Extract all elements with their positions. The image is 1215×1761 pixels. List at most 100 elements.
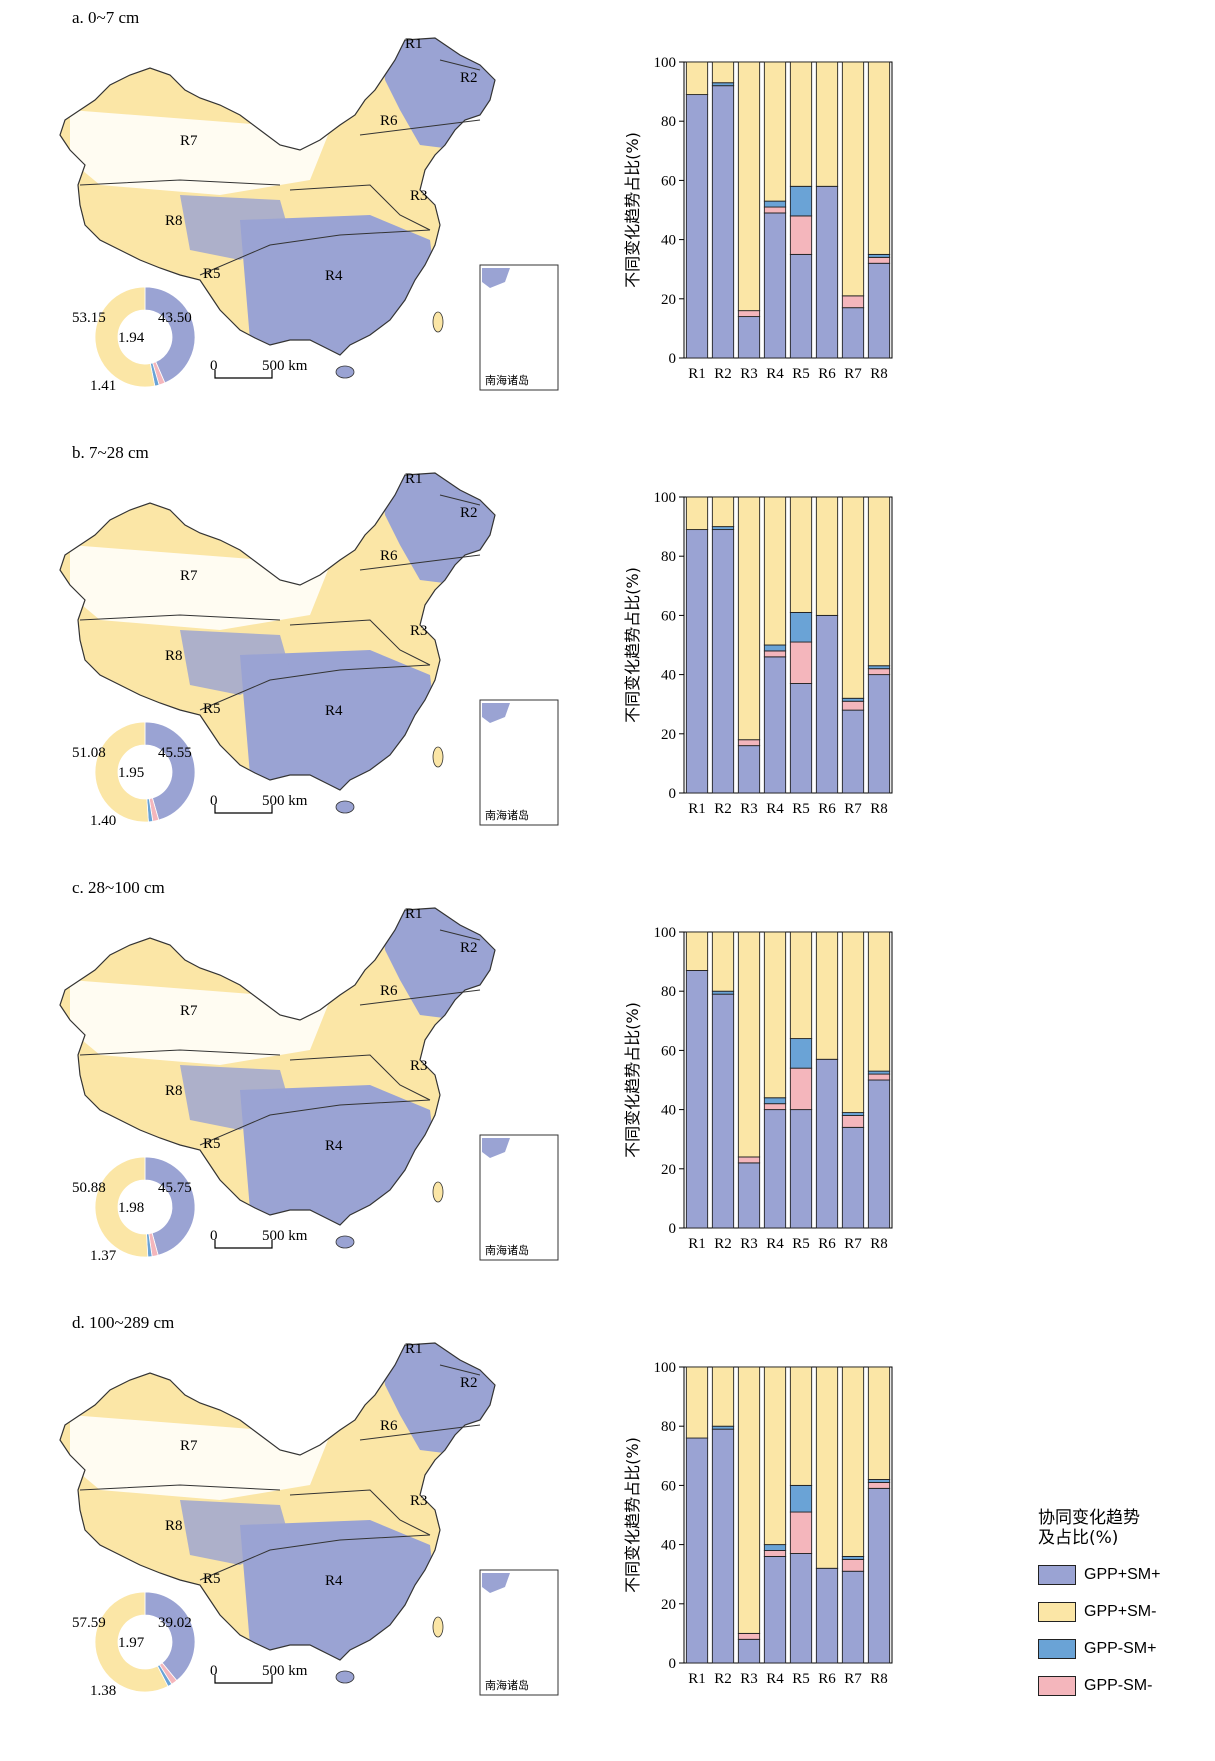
bar-segment-r1 (685, 61, 709, 96)
inset-label: 南海诸岛 (485, 373, 529, 387)
inset-land (482, 1573, 510, 1593)
donut-slice (144, 1156, 196, 1256)
boundary-r6 (359, 119, 481, 136)
y-tick-label: 60 (661, 1478, 676, 1494)
region-label-r3: R3 (410, 188, 428, 204)
bar-segment-r8 (867, 674, 891, 794)
figure-panel-1: a. 0~7 cm R1 R2 R3 R4 R5 R6 R7 R8 南海诸岛 0 500 km 43.5… (0, 0, 1215, 440)
y-tick-label: 40 (661, 1103, 676, 1119)
x-tick-label: R3 (740, 801, 758, 817)
x-tick-label: R1 (688, 1671, 706, 1687)
x-tick-label: R8 (870, 366, 888, 382)
legend-title-line2: 及占比(%) (1038, 1528, 1119, 1548)
legend-item-gpp-pos-sm-neg: GPP+SM- (1038, 1602, 1208, 1622)
x-tick-label: R5 (792, 1671, 810, 1687)
bar-segment-r7 (841, 1570, 865, 1664)
y-tick-label: 0 (669, 1221, 677, 1237)
boundary-r4 (199, 1534, 431, 1581)
donut-slice (144, 286, 196, 384)
boundary-r1 (439, 929, 481, 941)
bar-segment-r1 (685, 94, 709, 359)
legend-swatch-gpp-pos-sm-neg (1038, 1602, 1076, 1622)
y-tick-label: 20 (661, 727, 676, 743)
bar-segment-r3 (737, 1638, 761, 1664)
bar-segment-r8 (867, 262, 891, 359)
donut-label: 57.59 (72, 1615, 106, 1631)
region-label-r6: R6 (380, 548, 398, 564)
x-tick-label: R1 (688, 801, 706, 817)
taiwan-island (432, 1181, 444, 1203)
inset-label: 南海诸岛 (485, 1678, 529, 1692)
donut-label: 1.97 (118, 1635, 145, 1651)
bar-segment-r4 (763, 61, 787, 202)
region-label-r4: R4 (325, 1138, 343, 1154)
bar-segment-r5 (789, 253, 813, 359)
bar-segment-r4 (763, 1097, 787, 1105)
x-tick-label: R2 (714, 1236, 732, 1252)
scale-bar (214, 1240, 273, 1249)
map-border (59, 37, 496, 356)
boundary-r6 (359, 554, 481, 571)
hainan-island (335, 365, 355, 379)
inset-land (482, 268, 510, 288)
bar-segment-r3 (737, 496, 761, 741)
map-border (59, 907, 496, 1226)
bar-segment-r8 (867, 668, 891, 676)
bar-segment-r6 (815, 185, 839, 359)
bar-segment-r2 (711, 993, 735, 1229)
bar-segment-r5 (789, 611, 813, 643)
bar-segment-r2 (711, 931, 735, 992)
boundary-r7 (79, 614, 281, 621)
scale-zero: 0 (210, 1228, 218, 1244)
region-label-r6: R6 (380, 1418, 398, 1434)
map-blob-west (180, 630, 290, 695)
x-tick-label: R2 (714, 801, 732, 817)
bar-segment-r6 (815, 931, 839, 1060)
x-tick-label: R4 (766, 366, 784, 382)
bar-segment-r4 (763, 656, 787, 794)
scale-label: 500 km (262, 1228, 308, 1244)
bar-segment-r3 (737, 316, 761, 359)
bar-segment-r2 (711, 529, 735, 794)
bar-segment-r5 (789, 215, 813, 255)
map-desert (70, 1415, 330, 1500)
region-label-r8: R8 (165, 648, 183, 664)
x-tick-label: R6 (818, 801, 836, 817)
bar-segment-r3 (737, 739, 761, 747)
region-label-r3: R3 (410, 1058, 428, 1074)
bar-segment-r3 (737, 310, 761, 318)
hainan-island (335, 1670, 355, 1684)
x-tick-label: R3 (740, 1236, 758, 1252)
x-tick-label: R7 (844, 1671, 862, 1687)
y-tick-label: 60 (661, 1043, 676, 1059)
bar-segment-r7 (841, 1126, 865, 1229)
inset-land (482, 703, 510, 723)
bar-segment-r8 (867, 931, 891, 1072)
x-tick-label: R2 (714, 366, 732, 382)
boundary-r3 (289, 1489, 431, 1536)
donut-label: 1.37 (90, 1248, 117, 1264)
donut-label: 1.38 (90, 1683, 116, 1699)
bar-segment-r6 (815, 1366, 839, 1569)
y-tick-label: 40 (661, 233, 676, 249)
bar-segment-r4 (763, 1366, 787, 1546)
bar-segment-r8 (867, 496, 891, 667)
bar-segment-r5 (789, 185, 813, 217)
boundary-r3 (289, 184, 431, 231)
bar-segment-r4 (763, 1555, 787, 1664)
bar-segment-r3 (737, 1156, 761, 1164)
donut-label: 1.41 (90, 378, 116, 394)
region-label-r1: R1 (405, 1341, 423, 1357)
bar-segment-r8 (867, 61, 891, 255)
x-tick-label: R4 (766, 1671, 784, 1687)
boundary-r3 (289, 619, 431, 666)
region-label-r7: R7 (180, 568, 198, 584)
y-tick-label: 20 (661, 292, 676, 308)
china-map: R1 R2 R3 R4 R5 R6 R7 R8 南海诸岛 0 500 km (59, 36, 559, 391)
taiwan-island (432, 1616, 444, 1638)
x-tick-label: R3 (740, 366, 758, 382)
boundary-r6 (359, 1424, 481, 1441)
x-tick-label: R7 (844, 366, 862, 382)
x-tick-label: R6 (818, 366, 836, 382)
bar-segment-r2 (711, 85, 735, 359)
